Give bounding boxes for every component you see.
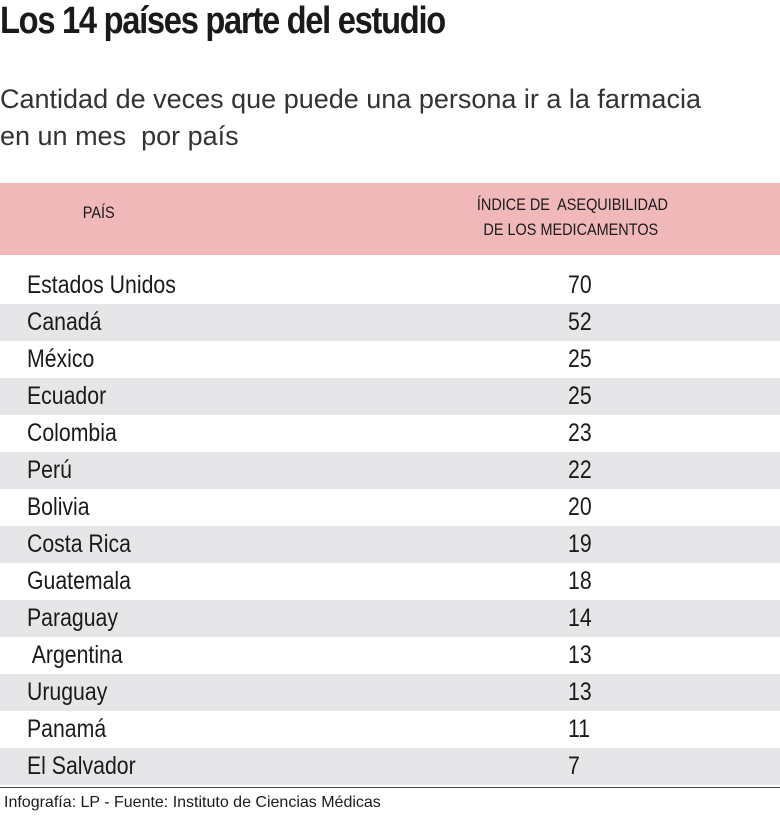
table-row: Estados Unidos 70 [0, 267, 780, 304]
table-row: Argentina 13 [0, 637, 780, 674]
title: Los 14 países parte del estudio [0, 0, 446, 42]
country: Bolivia [27, 493, 90, 521]
country: Perú [27, 456, 72, 484]
subtitle: Cantidad de veces que puede una persona … [0, 84, 701, 114]
footer: Infografía: LP - Fuente: Instituto de Ci… [4, 794, 381, 811]
country: México [27, 345, 95, 373]
table-header: PAÍS ÍNDICE DE ASEQUIBILIDAD DE LOS MEDI… [0, 183, 780, 255]
country: Paraguay [27, 604, 118, 632]
table-row: Panamá 11 [0, 711, 780, 748]
country: Uruguay [27, 678, 108, 706]
country: Guatemala [27, 567, 131, 595]
table-row: México 25 [0, 341, 780, 378]
index-value: 25 [568, 345, 592, 373]
column-header: DE LOS MEDICAMENTOS [483, 220, 659, 239]
index-value: 70 [568, 271, 592, 299]
index-value: 18 [568, 567, 592, 595]
table-row: Paraguay 14 [0, 600, 780, 637]
index-value: 13 [568, 678, 592, 706]
index-value: 20 [568, 493, 592, 521]
index-value: 11 [568, 715, 591, 743]
index-value: 52 [568, 308, 592, 336]
table-row: Perú 22 [0, 452, 780, 489]
table-row: Bolivia 20 [0, 489, 780, 526]
index-value: 23 [568, 419, 592, 447]
table-row: Guatemala 18 [0, 563, 780, 600]
table-row: Uruguay 13 [0, 674, 780, 711]
country: Costa Rica [27, 530, 131, 558]
country: Panamá [27, 715, 107, 743]
table-row: El Salvador 7 [0, 748, 780, 785]
table-row: Colombia 23 [0, 415, 780, 452]
divider [0, 787, 780, 788]
table-row: Ecuador 25 [0, 378, 780, 415]
subtitle: en un mes por país [0, 121, 239, 151]
country: Canadá [27, 308, 102, 336]
column-header: ÍNDICE DE ASEQUIBILIDAD [476, 195, 668, 214]
country: Argentina [27, 641, 123, 669]
country: Ecuador [27, 382, 107, 410]
index-value: 25 [568, 382, 592, 410]
column-header: PAÍS [82, 203, 115, 222]
index-value: 22 [568, 456, 592, 484]
index-value: 13 [568, 641, 592, 669]
table-row: Costa Rica 19 [0, 526, 780, 563]
index-value: 7 [568, 752, 580, 780]
table-row: Canadá 52 [0, 304, 780, 341]
index-value: 19 [568, 530, 592, 558]
country: El Salvador [27, 752, 136, 780]
index-value: 14 [568, 604, 592, 632]
country: Estados Unidos [27, 271, 176, 299]
country: Colombia [27, 419, 117, 447]
